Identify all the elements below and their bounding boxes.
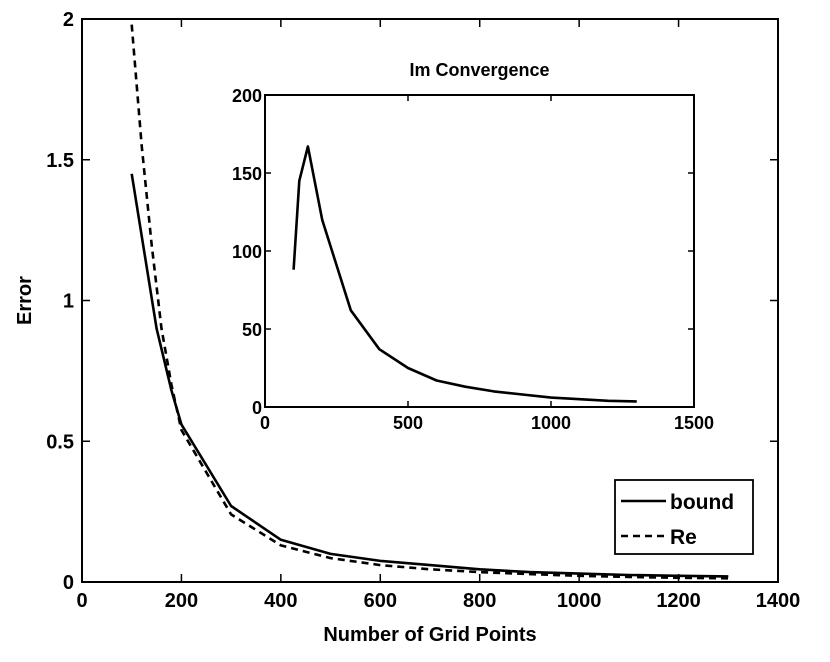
main-x-tick-label: 1000	[557, 590, 602, 612]
main-x-axis-label: Number of Grid Points	[323, 624, 536, 646]
main-y-axis-label: Error	[14, 276, 36, 325]
legend: bound Re	[614, 479, 754, 555]
inset-y-tick-label: 0	[252, 398, 262, 418]
inset-y-tick-label: 200	[232, 86, 262, 106]
main-x-tick-label: 1200	[656, 590, 701, 612]
inset-x-tick-label: 1500	[674, 413, 714, 433]
main-y-tick-label: 2	[63, 9, 74, 31]
main-series-line-re	[130, 24, 729, 580]
inset-y-tick-label: 100	[232, 242, 262, 262]
main-y-tick-label: 1	[63, 291, 74, 313]
legend-label-bound: bound	[670, 491, 734, 514]
main-y-tick-label: 1.5	[46, 150, 74, 172]
inset-x-tick-label: 0	[260, 413, 270, 433]
inset-y-tick-label: 50	[242, 320, 262, 340]
inset-x-tick-label: 500	[393, 413, 423, 433]
legend-label-re: Re	[670, 526, 697, 549]
main-x-tick-label: 200	[165, 590, 198, 612]
inset-plot-frame	[264, 94, 695, 408]
legend-box	[614, 479, 754, 555]
main-y-tick-label: 0.5	[46, 431, 74, 453]
inset-series-line-0	[292, 145, 637, 403]
inset-y-tick-label: 150	[232, 164, 262, 184]
main-x-tick-label: 0	[76, 590, 87, 612]
inset-chart-title: Im Convergence	[409, 60, 549, 80]
main-x-tick-label: 1400	[756, 590, 801, 612]
main-y-tick-label: 0	[63, 572, 74, 594]
inset-chart: 0 500 1000 1500 0 50 100 150 200 Im Convergence	[232, 60, 714, 433]
main-x-tick-label: 600	[364, 590, 397, 612]
main-x-tick-label: 400	[264, 590, 297, 612]
main-series-line-bound	[130, 173, 729, 578]
inset-x-tick-label: 1000	[531, 413, 571, 433]
main-x-tick-label: 800	[463, 590, 496, 612]
